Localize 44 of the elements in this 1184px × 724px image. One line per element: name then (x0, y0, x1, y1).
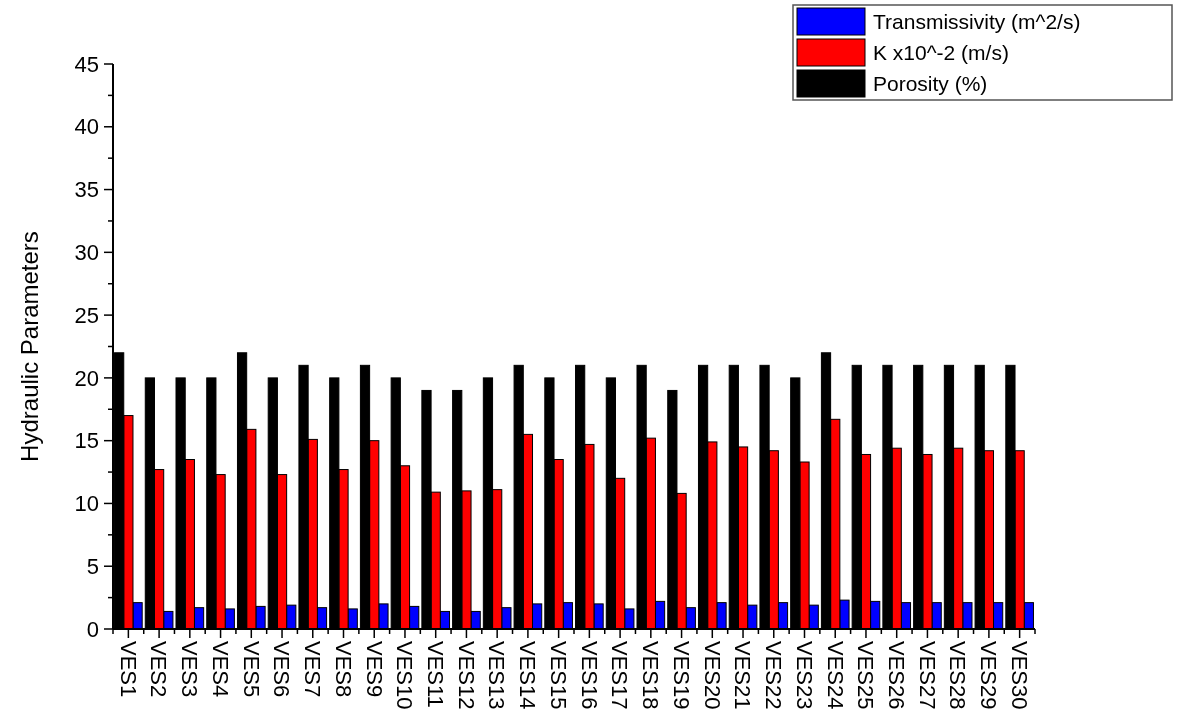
y-tick-label: 5 (86, 553, 99, 579)
x-tick-label: VES11 (423, 641, 448, 708)
y-tick-label: 0 (86, 616, 99, 642)
x-tick-label: VES25 (853, 641, 879, 710)
x-tick-label: VES9 (361, 641, 387, 698)
y-tick-label: 40 (74, 114, 99, 140)
x-tick-label: VES5 (238, 641, 264, 698)
x-tick-label: VES28 (945, 641, 971, 710)
x-tick-label: VES20 (699, 641, 725, 710)
x-tick-label: VES8 (330, 641, 356, 698)
y-tick-label: 35 (74, 177, 99, 203)
x-tick-label: VES22 (761, 641, 787, 710)
y-tick-label: 15 (74, 428, 99, 454)
x-tick-label: VES29 (976, 641, 1002, 710)
y-tick-label: 10 (74, 491, 99, 517)
x-tick-label: VES23 (791, 641, 817, 710)
x-tick-label: VES7 (300, 641, 326, 698)
legend-label: Transmissivity (m^2/s) (873, 9, 1081, 33)
x-tick-label: VES18 (638, 641, 664, 710)
x-tick-label: VES16 (576, 641, 602, 710)
x-tick-label: VES12 (453, 641, 479, 710)
y-tick-label: 30 (74, 240, 99, 266)
y-axis-title: Hydraulic Parameters (16, 231, 43, 462)
x-tick-label: VES3 (177, 641, 203, 698)
y-tick-label: 20 (74, 365, 99, 391)
x-tick-label: VES1 (115, 641, 141, 698)
x-tick-label: VES4 (207, 641, 233, 698)
x-tick-label: VES6 (269, 641, 295, 698)
x-tick-label: VES10 (392, 641, 418, 710)
x-tick-label: VES27 (914, 641, 940, 710)
x-tick-label: VES13 (484, 641, 510, 710)
x-tick-label: VES2 (146, 641, 172, 698)
x-tick-label: VES30 (1006, 641, 1032, 710)
legend-label: K x10^-2 (m/s) (873, 40, 1009, 64)
x-tick-label: VES24 (822, 641, 848, 710)
x-tick-label: VES15 (545, 641, 571, 710)
x-tick-label: VES14 (515, 641, 541, 710)
y-tick-label: 25 (74, 302, 99, 328)
x-tick-label: VES26 (884, 641, 909, 710)
legend-label: Porosity (%) (873, 71, 988, 95)
x-tick-label: VES17 (607, 641, 633, 710)
x-tick-label: VES19 (668, 641, 694, 710)
x-tick-label: VES21 (730, 641, 756, 710)
y-tick-label: 45 (74, 51, 99, 77)
